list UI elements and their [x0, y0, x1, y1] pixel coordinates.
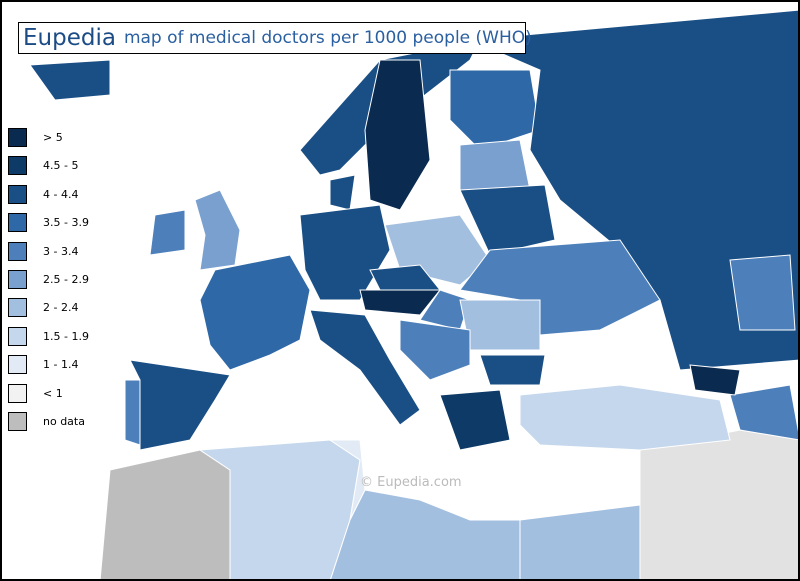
- legend-swatch: [8, 213, 27, 233]
- land: [639, 429, 800, 581]
- legend-item: 2 - 2.4: [8, 297, 89, 318]
- legend-swatch: [8, 241, 27, 261]
- legend-item: 1.5 - 1.9: [8, 326, 89, 347]
- legend-label: 2 - 2.4: [43, 301, 79, 315]
- legend-label: 3.5 - 3.9: [43, 216, 89, 230]
- legend-swatch: [8, 269, 27, 289]
- land: [199, 254, 311, 371]
- legend-swatch: [8, 383, 27, 403]
- land: [689, 364, 741, 396]
- legend-label: 4 - 4.4: [43, 187, 79, 201]
- legend-label: > 5: [43, 131, 63, 144]
- legend-swatch: [8, 411, 27, 431]
- legend-label: 3 - 3.4: [43, 244, 79, 258]
- land: [459, 139, 531, 191]
- legend-item: 4.5 - 5: [8, 155, 89, 176]
- land: [519, 504, 641, 581]
- legend-label: 2.5 - 2.9: [43, 272, 89, 286]
- land: [309, 309, 421, 426]
- land: [729, 254, 796, 331]
- legend-swatch: [8, 156, 27, 176]
- legend-label: 4.5 - 5: [43, 159, 79, 173]
- legend: > 5 4.5 - 5 4 - 4.4 3.5 - 3.9 3 - 3.4 2.5 - 2…: [8, 127, 89, 439]
- legend-swatch: [8, 326, 27, 346]
- brand: Eupedia: [23, 25, 116, 51]
- legend-item: > 5: [8, 127, 89, 148]
- land: [439, 389, 511, 451]
- land: [459, 299, 541, 351]
- land: [449, 69, 541, 151]
- land: [194, 189, 241, 271]
- map-title: map of medical doctors per 1000 people (…: [123, 28, 532, 48]
- land: [29, 59, 111, 101]
- land: [459, 239, 661, 336]
- legend-item: 3 - 3.4: [8, 241, 89, 262]
- land: [329, 489, 521, 581]
- legend-label: 1.5 - 1.9: [43, 329, 89, 343]
- legend-swatch: [8, 184, 27, 204]
- legend-item: 2.5 - 2.9: [8, 269, 89, 290]
- land: [519, 384, 731, 451]
- land-areas: [29, 9, 800, 581]
- legend-item: 4 - 4.4: [8, 184, 89, 205]
- land: [299, 204, 391, 301]
- land: [329, 174, 356, 211]
- land: [124, 379, 141, 446]
- legend-label: 1 - 1.4: [43, 358, 79, 372]
- land: [459, 184, 556, 256]
- land: [729, 384, 800, 441]
- title-box: Eupedia map of medical doctors per 1000 …: [18, 22, 532, 54]
- watermark: © Eupedia.com: [360, 475, 462, 490]
- legend-item: < 1: [8, 383, 89, 404]
- land: [364, 59, 431, 211]
- legend-item: no data: [8, 411, 89, 432]
- land: [149, 209, 186, 256]
- land: [479, 354, 546, 386]
- legend-label: no data: [43, 414, 85, 428]
- legend-swatch: [8, 128, 27, 147]
- land: [99, 449, 231, 581]
- legend-label: < 1: [43, 386, 63, 400]
- legend-swatch: [8, 355, 27, 375]
- legend-swatch: [8, 298, 27, 318]
- land: [359, 289, 442, 316]
- legend-item: 1 - 1.4: [8, 354, 89, 375]
- legend-item: 3.5 - 3.9: [8, 212, 89, 233]
- land: [399, 319, 471, 381]
- land: [129, 359, 231, 451]
